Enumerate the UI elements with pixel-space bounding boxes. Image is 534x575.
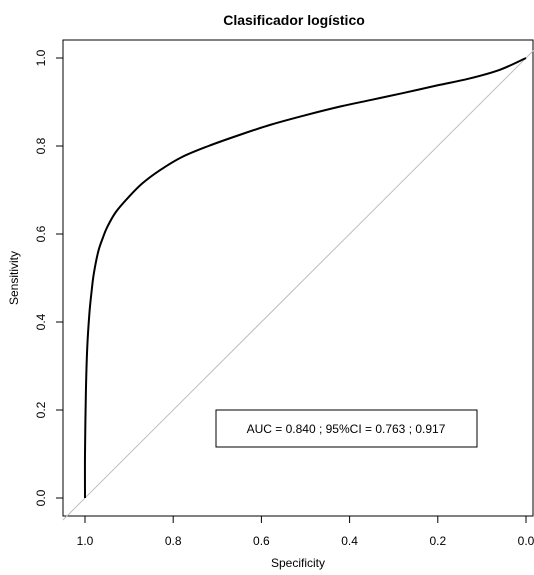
- y-tick-label: 0.0: [34, 489, 48, 506]
- y-axis-ticks: 0.0 0.2 0.4 0.6 0.8 1.0: [34, 49, 63, 506]
- x-axis-ticks: 1.0 0.8 0.6 0.4 0.2 0.0: [77, 516, 534, 548]
- x-tick-label: 0.2: [429, 534, 446, 548]
- y-axis-label: Sensitivity: [7, 251, 21, 305]
- chart-title: Clasificador logístico: [223, 12, 365, 28]
- auc-annotation-box: [215, 409, 478, 448]
- roc-curve: [83, 57, 527, 499]
- x-tick-label: 0.0: [518, 534, 534, 548]
- y-tick-label: 0.8: [34, 137, 48, 154]
- x-tick-label: 0.4: [341, 534, 358, 548]
- plot-lines: [62, 49, 534, 521]
- y-tick-label: 1.0: [34, 49, 48, 66]
- x-tick-label: 0.6: [253, 534, 270, 548]
- y-tick-label: 0.4: [34, 313, 48, 330]
- auc-annotation: AUC = 0.840 ; 95%CI = 0.763 ; 0.917: [247, 422, 446, 436]
- x-tick-label: 1.0: [77, 534, 94, 548]
- y-tick-label: 0.6: [34, 225, 48, 242]
- chance-diagonal-line: [62, 49, 534, 521]
- x-axis-label: Specificity: [271, 556, 325, 570]
- y-tick-label: 0.2: [34, 401, 48, 418]
- x-tick-label: 0.8: [165, 534, 182, 548]
